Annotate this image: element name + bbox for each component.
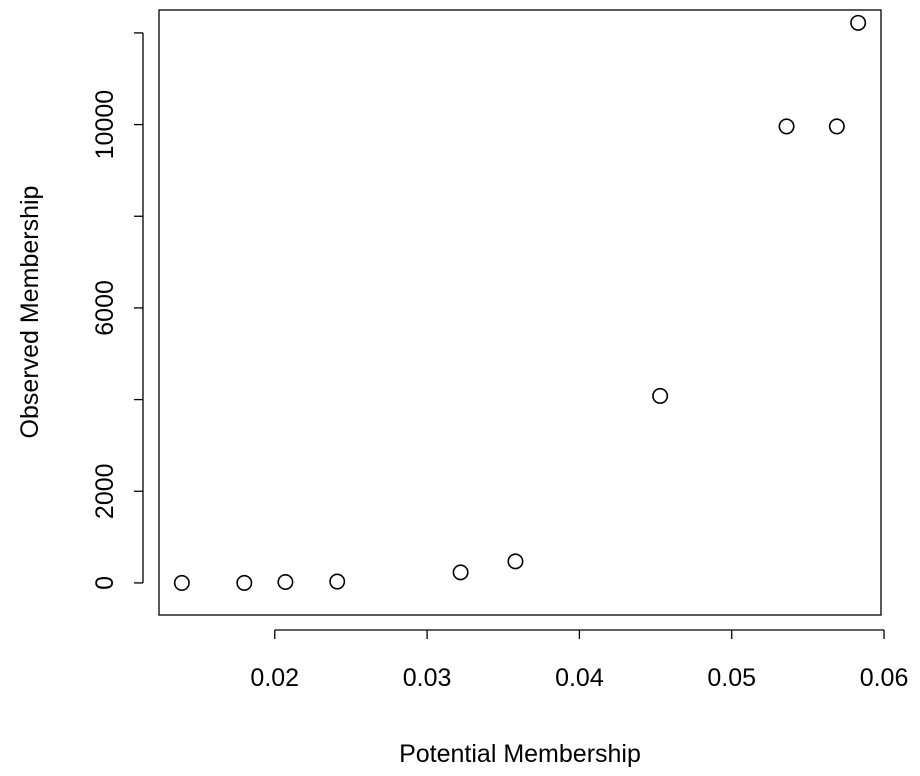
- data-point: [452, 564, 469, 581]
- y-tick-label: 10000: [91, 90, 119, 160]
- x-axis: 0.02 0.03 0.04 0.05 0.06: [250, 629, 909, 692]
- x-tick-label: 0.02: [250, 664, 299, 692]
- y-tick-label: 2000: [91, 463, 119, 519]
- x-axis-label: Potential Membership: [399, 740, 641, 768]
- y-axis-label: Observed Membership: [16, 186, 44, 439]
- data-point: [329, 573, 346, 590]
- data-point: [850, 14, 867, 31]
- y-axis: 0 2000 6000 10000: [91, 32, 144, 590]
- y-tick-label: 6000: [91, 280, 119, 336]
- x-tick-label: 0.03: [403, 664, 452, 692]
- data-point: [173, 574, 190, 591]
- data-point: [652, 387, 669, 404]
- y-tick-label: 0: [91, 576, 119, 590]
- x-tick-label: 0.05: [707, 664, 756, 692]
- data-point: [778, 118, 795, 135]
- data-points: [173, 14, 867, 591]
- plot-frame: [158, 9, 882, 616]
- x-tick-label: 0.06: [860, 664, 909, 692]
- data-point: [277, 573, 294, 590]
- data-point: [828, 118, 845, 135]
- data-point: [236, 574, 253, 591]
- data-point: [507, 553, 524, 570]
- x-tick-label: 0.04: [555, 664, 604, 692]
